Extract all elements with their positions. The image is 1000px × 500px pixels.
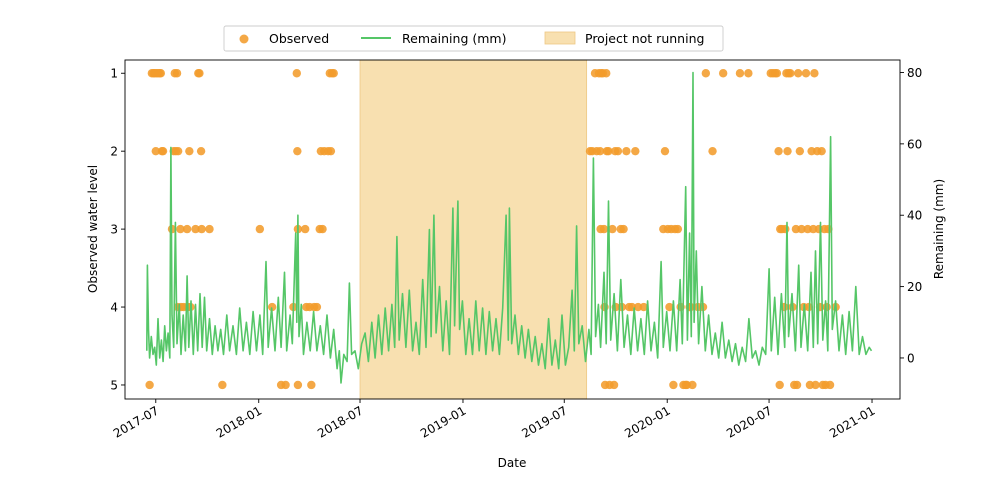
observed-point xyxy=(669,380,678,390)
observed-point xyxy=(718,69,728,78)
y-left-tick-label: 2 xyxy=(110,145,118,159)
observed-point xyxy=(786,69,795,78)
observed-point xyxy=(825,380,835,390)
observed-point xyxy=(772,69,782,78)
observed-point xyxy=(255,224,265,234)
observed-point xyxy=(797,224,806,234)
observed-point xyxy=(792,380,802,390)
legend-span-label: Project not running xyxy=(585,31,704,46)
observed-point xyxy=(173,146,183,156)
y-right-tick-label: 20 xyxy=(907,280,922,294)
observed-point xyxy=(196,146,206,156)
y-left-tick-label: 5 xyxy=(110,378,118,392)
observed-point xyxy=(156,69,166,78)
legend-box xyxy=(223,25,724,52)
observed-point xyxy=(307,380,316,390)
observed-point xyxy=(801,69,811,78)
observed-point xyxy=(595,146,605,156)
legend-observed-marker xyxy=(239,34,249,44)
observed-point xyxy=(602,69,611,78)
y-right-tick-label: 60 xyxy=(907,137,922,151)
observed-point xyxy=(783,146,792,156)
observed-point xyxy=(639,302,648,312)
observed-point xyxy=(619,224,628,234)
observed-point xyxy=(185,146,194,156)
x-tick-label: 2020-01 xyxy=(622,403,672,440)
y-right-tick-label: 40 xyxy=(907,209,922,223)
observed-point xyxy=(665,302,674,312)
observed-point xyxy=(688,380,697,390)
observed-point xyxy=(793,69,803,78)
y-left-tick-label: 4 xyxy=(110,301,118,315)
observed-point xyxy=(329,69,338,78)
observed-point xyxy=(735,69,745,78)
observed-point xyxy=(145,380,154,390)
observed-point xyxy=(781,224,790,234)
y-left-tick-label: 3 xyxy=(110,223,118,237)
y-axis-left-title: Observed water level xyxy=(86,165,100,293)
legend-remaining-label: Remaining (mm) xyxy=(402,31,506,46)
observed-point xyxy=(608,224,617,234)
observed-point xyxy=(604,146,613,156)
observed-point xyxy=(312,302,322,312)
x-tick-label: 2017-07 xyxy=(111,403,161,440)
observed-point xyxy=(205,224,214,234)
x-tick-label: 2019-01 xyxy=(418,403,468,440)
legend-observed-label: Observed xyxy=(269,31,329,46)
observed-point xyxy=(300,224,310,234)
observed-point xyxy=(267,302,277,312)
observed-point xyxy=(795,146,805,156)
observed-point xyxy=(622,146,631,156)
observed-point xyxy=(774,146,783,156)
observed-point xyxy=(744,69,753,78)
y-left-tick-label: 1 xyxy=(110,67,118,81)
observed-point xyxy=(660,146,670,156)
observed-point xyxy=(318,224,327,234)
observed-point xyxy=(281,380,290,390)
observed-point xyxy=(293,146,302,156)
legend-span-swatch xyxy=(544,31,576,45)
legend: Observed Remaining (mm) Project not runn… xyxy=(223,25,724,52)
observed-point xyxy=(701,69,711,78)
observed-point xyxy=(811,380,820,390)
x-axis-title: Date xyxy=(498,456,527,470)
observed-point xyxy=(326,146,336,156)
observed-point xyxy=(151,146,160,156)
y-right-tick-label: 80 xyxy=(907,66,922,80)
observed-point xyxy=(172,69,182,78)
x-tick-label: 2018-07 xyxy=(315,403,365,440)
x-tick-label: 2021-01 xyxy=(827,403,877,440)
observed-point xyxy=(810,69,819,78)
observed-point xyxy=(599,224,609,234)
observed-point xyxy=(613,146,623,156)
remaining-line xyxy=(146,71,873,384)
observed-point xyxy=(775,380,784,390)
observed-point xyxy=(292,69,301,78)
observed-point xyxy=(817,146,826,156)
y-axis-right-title: Remaining (mm) xyxy=(932,179,946,279)
observed-point xyxy=(673,224,683,234)
x-tick-label: 2018-01 xyxy=(214,403,264,440)
observed-point xyxy=(182,224,192,234)
observed-point xyxy=(708,146,717,156)
observed-point xyxy=(195,69,204,78)
observed-point xyxy=(609,380,619,390)
observed-point xyxy=(197,224,206,234)
plot-area xyxy=(145,59,873,400)
observed-point xyxy=(218,380,227,390)
x-tick-label: 2020-07 xyxy=(724,403,774,440)
x-tick-label: 2019-07 xyxy=(519,403,569,440)
observed-point xyxy=(191,224,200,234)
observed-point xyxy=(158,146,168,156)
observed-point xyxy=(176,224,185,234)
y-right-tick-label: 0 xyxy=(907,351,915,365)
observed-point xyxy=(293,380,303,390)
observed-point xyxy=(824,224,833,234)
observed-point xyxy=(631,146,640,156)
